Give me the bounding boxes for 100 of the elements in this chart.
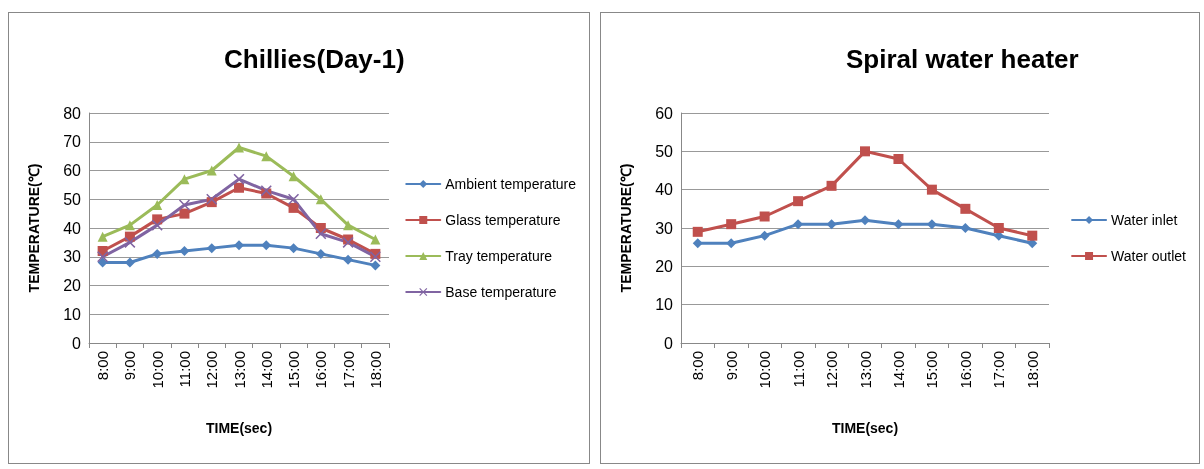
x-tick-label: 15:00 (923, 351, 941, 389)
point (178, 199, 190, 211)
x-tick-label: 18:00 (366, 351, 384, 389)
x-tick-label: 14:00 (889, 351, 907, 389)
y-tick-label: 50 (655, 142, 674, 160)
x-tick-label: 13:00 (856, 351, 874, 389)
point (960, 203, 971, 214)
point (234, 182, 244, 193)
x-tick-label: 17:00 (339, 351, 357, 389)
x-tick-label: 12:00 (823, 351, 841, 389)
y-tick-label: 60 (655, 104, 674, 122)
point (97, 251, 109, 263)
point (152, 200, 163, 210)
point (234, 142, 244, 153)
point (315, 228, 327, 240)
x-tick-label: 10:00 (148, 351, 166, 389)
point (960, 223, 971, 233)
x-tick-label: 10:00 (756, 351, 774, 389)
point (759, 230, 770, 241)
point (726, 238, 737, 249)
point (206, 165, 217, 176)
x-tick-label: 12:00 (203, 351, 221, 389)
point (179, 208, 190, 219)
point (369, 251, 381, 263)
y-tick-label: 40 (655, 181, 674, 199)
x-tick-label: 8:00 (94, 351, 112, 381)
legend-label: Tray temperature (445, 248, 553, 264)
point (726, 219, 737, 230)
y-tick-label: 0 (664, 334, 674, 352)
x-tick-label: 14:00 (257, 351, 275, 389)
y-tick-label: 40 (63, 219, 82, 237)
legend-label: Glass temperature (445, 212, 561, 228)
y-axis-title: TEMPERATURE(℃) (26, 163, 42, 293)
x-tick-label: 15:00 (285, 351, 303, 389)
point (151, 219, 163, 231)
point (860, 215, 870, 226)
point (288, 193, 300, 205)
point (124, 220, 135, 231)
x-axis-title: TIME(sec) (831, 420, 899, 436)
point (759, 211, 770, 222)
y-tick-label: 10 (63, 305, 82, 323)
chart-title: Spiral water heater (846, 44, 1079, 74)
point (152, 248, 163, 259)
point (893, 219, 904, 230)
y-tick-label: 30 (63, 248, 82, 266)
point (124, 236, 136, 248)
point (288, 202, 299, 213)
y-tick-label: 30 (655, 219, 674, 237)
point (692, 226, 703, 237)
x-tick-label: 13:00 (230, 351, 248, 389)
point (893, 154, 904, 164)
point (826, 219, 837, 230)
x-tick-label: 16:00 (956, 351, 974, 389)
y-tick-label: 20 (63, 277, 82, 294)
point (179, 174, 190, 185)
legend-label: Ambient temperature (445, 176, 577, 192)
point (343, 254, 354, 265)
point (793, 196, 804, 207)
x-tick-label: 16:00 (312, 351, 330, 389)
point (692, 238, 703, 249)
y-tick-label: 50 (63, 190, 82, 208)
point (926, 184, 937, 195)
point (206, 193, 218, 205)
x-tick-label: 9:00 (722, 351, 740, 381)
point (993, 223, 1004, 233)
point (370, 234, 381, 245)
point (261, 240, 272, 251)
y-tick-label: 10 (655, 296, 674, 314)
point (288, 171, 299, 182)
y-tick-label: 20 (655, 257, 674, 275)
chart-title: Chillies(Day-1) (224, 44, 405, 74)
point (370, 260, 381, 271)
legend-label: Base temperature (445, 284, 557, 300)
x-axis-title: TIME(sec) (205, 420, 273, 436)
point (315, 194, 326, 205)
point (233, 173, 245, 185)
point (261, 151, 272, 162)
y-tick-label: 0 (72, 334, 82, 352)
point (179, 246, 190, 256)
point (97, 231, 108, 242)
point (1027, 230, 1038, 241)
point (826, 180, 837, 191)
x-tick-label: 18:00 (1023, 351, 1041, 389)
y-axis-title: TEMPERATURE(℃) (618, 163, 634, 293)
point (343, 220, 354, 231)
x-tick-label: 9:00 (121, 351, 139, 381)
point (288, 243, 299, 254)
x-tick-label: 11:00 (789, 351, 807, 388)
point (206, 243, 217, 254)
legend-label: Water outlet (1111, 248, 1187, 264)
x-tick-label: 8:00 (689, 351, 707, 381)
x-tick-label: 17:00 (990, 351, 1008, 389)
y-tick-label: 70 (63, 133, 82, 151)
y-tick-label: 60 (63, 162, 82, 179)
x-tick-label: 11:00 (175, 351, 193, 388)
y-tick-label: 80 (63, 104, 82, 122)
point (315, 248, 326, 259)
point (234, 240, 244, 251)
point (860, 146, 870, 157)
legend-label: Water inlet (1111, 212, 1178, 228)
